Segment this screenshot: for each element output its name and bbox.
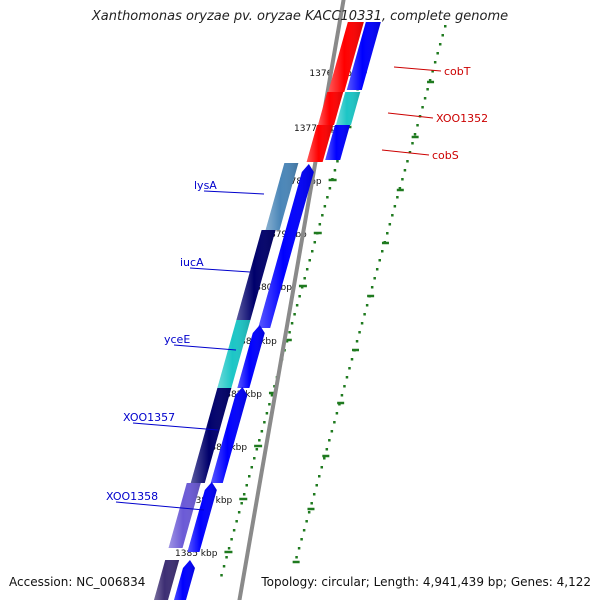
gene-label-right: cobS: [432, 149, 459, 162]
gene-label-leader: [393, 66, 442, 72]
kbp-tick-label: 1377 kbp: [294, 124, 337, 134]
gene-label-left: iucA: [180, 256, 204, 269]
gene-label-leader: [381, 149, 430, 156]
label-layer: lysA iucA yceE XOO1357 XOO1358 cobT XOO1352 cob…: [106, 65, 488, 511]
gene-label-left: lysA: [194, 179, 217, 192]
gene-label-left: yceE: [164, 333, 190, 346]
gene-label-leader: [115, 501, 205, 511]
gene-label-leader: [173, 344, 237, 351]
accession-text: Accession: NC_006834: [9, 575, 146, 589]
gene-label-left: XOO1358: [106, 490, 158, 503]
gene-label-leader: [189, 267, 251, 273]
gene-label-leader: [132, 422, 219, 431]
gene-label-right: XOO1352: [436, 112, 488, 125]
gene-label-leader: [203, 190, 265, 195]
topology-text: Topology: circular; Length: 4,941,439 bp…: [261, 575, 591, 589]
kbp-tick-label: 1385 kbp: [175, 549, 218, 559]
scale-track-outer: [295, 25, 447, 559]
gene-label-leader: [387, 112, 434, 119]
gene-layer: [152, 22, 381, 604]
genome-title: Xanthomonas oryzae pv. oryzae KACC10331,…: [91, 9, 509, 24]
gene-label-left: XOO1357: [123, 411, 175, 424]
gene-label-right: cobT: [444, 65, 471, 78]
